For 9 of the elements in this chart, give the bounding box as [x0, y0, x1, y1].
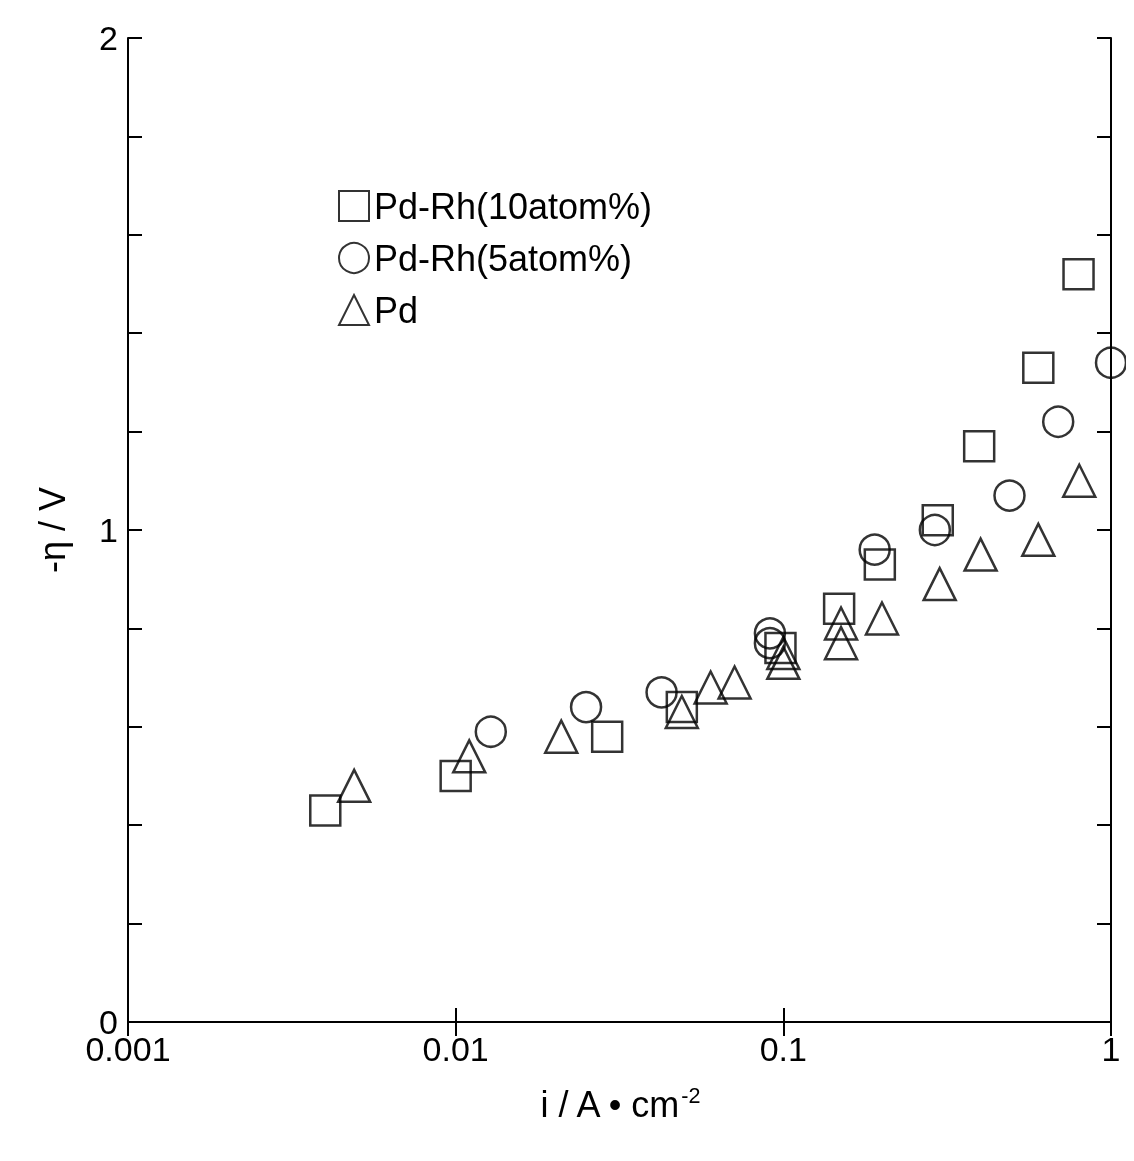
legend-label: Pd-Rh(10atom%)	[374, 185, 653, 227]
y-tick-label: 2	[99, 19, 118, 57]
y-axis-title: -η / V	[31, 486, 73, 574]
legend-label: Pd	[374, 289, 419, 331]
legend-label: Pd-Rh(5atom%)	[374, 237, 633, 279]
x-tick-label: 1	[1101, 1030, 1121, 1068]
x-tick-label: 0.01	[422, 1030, 489, 1068]
x-tick-label: 0.1	[759, 1030, 807, 1068]
y-tick-label: 1	[99, 511, 118, 549]
